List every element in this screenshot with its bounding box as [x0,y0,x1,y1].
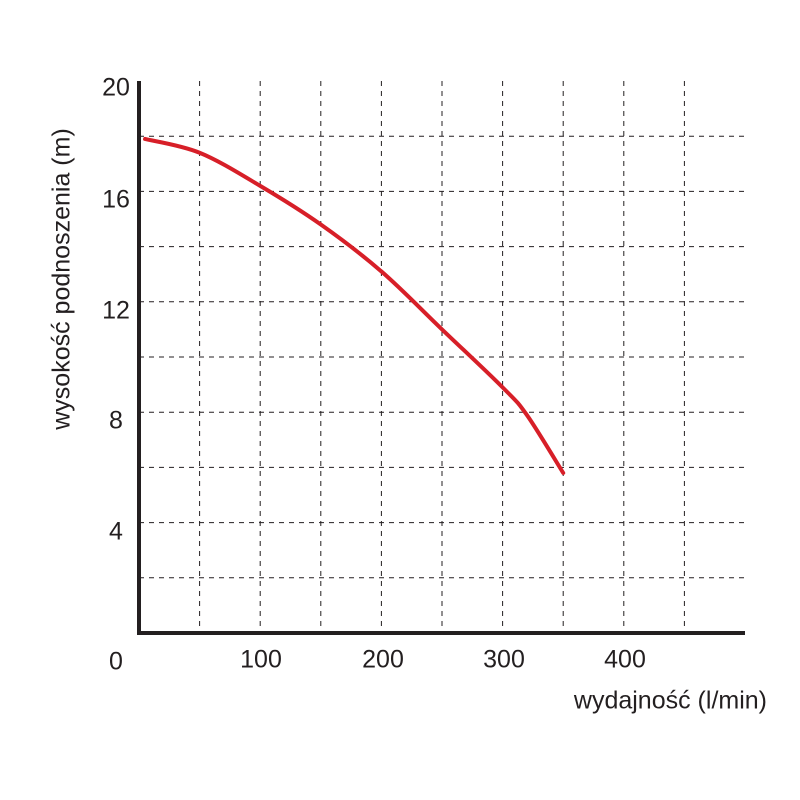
x-tick-labels: 100 200 300 400 0 [109,646,646,676]
y-tick-label-20: 20 [102,74,130,102]
pump-curve-line [143,136,566,475]
series-layer [143,136,566,475]
x-tick-label-100: 100 [240,646,282,674]
grid [139,81,745,633]
x-tick-label-300: 300 [483,646,525,674]
y-tick-label-8: 8 [109,407,123,435]
y-tick-label-16: 16 [102,186,130,214]
x-tick-label-200: 200 [362,646,404,674]
x-axis-title: wydajność (l/min) [573,687,767,715]
y-tick-label-12: 12 [102,297,130,325]
origin-label: 0 [109,648,123,676]
y-tick-label-4: 4 [109,518,123,546]
axes [137,81,745,635]
y-axis-title: wysokość podnoszenia (m) [48,128,76,431]
y-tick-labels: 4 8 12 16 20 [102,74,130,546]
x-tick-label-400: 400 [604,646,646,674]
